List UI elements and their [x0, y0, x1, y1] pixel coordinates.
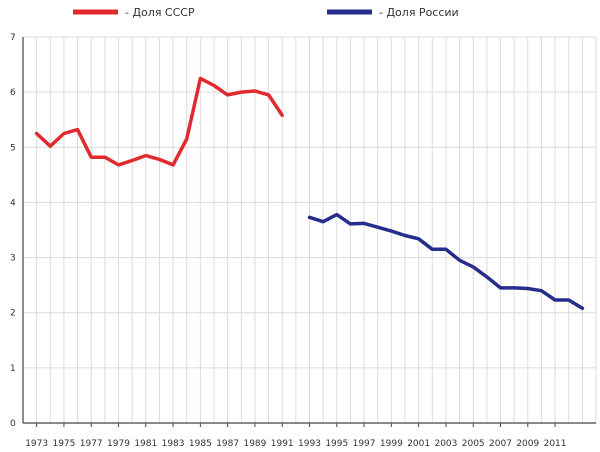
x-tick-label: 1983 [162, 439, 185, 449]
x-tick-label: 1973 [25, 439, 48, 449]
y-tick-label: 6 [10, 88, 16, 98]
x-tick-labels: 1973 1975 1977 1979 1981 1983 1985 1987 1989 1991… [25, 439, 566, 449]
y-tick-label: 2 [10, 309, 16, 319]
series-line-0 [34, 76, 284, 167]
x-tick-label: 2007 [489, 439, 512, 449]
y-tick-label: 1 [10, 364, 16, 374]
y-tick-label: 3 [10, 254, 16, 264]
legend: - Доля СССР - Доля России [73, 6, 459, 19]
series-line-1 [307, 212, 585, 311]
y-tick-label: 7 [10, 33, 16, 43]
x-tick-label: 1987 [216, 439, 239, 449]
x-tick-label: 1989 [243, 439, 266, 449]
y-tick-label: 0 [10, 419, 16, 429]
series-lines [34, 76, 585, 311]
x-tick-label: 1991 [271, 439, 294, 449]
axes [22, 37, 596, 427]
y-tick-label: 5 [10, 143, 16, 153]
x-tick-label: 1979 [107, 439, 130, 449]
x-tick-label: 1999 [380, 439, 403, 449]
y-tick-labels: 0 1 2 3 4 5 6 7 [10, 33, 16, 429]
legend-label: - Доля СССР [125, 6, 195, 19]
x-tick-label: 2011 [544, 439, 567, 449]
x-tick-label: 1997 [353, 439, 376, 449]
grid [22, 36, 597, 423]
x-tick-label: 2005 [462, 439, 485, 449]
y-tick-label: 4 [10, 198, 16, 208]
x-tick-label: 2009 [516, 439, 539, 449]
x-tick-label: 2001 [407, 439, 430, 449]
x-tick-label: 1985 [189, 439, 212, 449]
x-tick-label: 1995 [325, 439, 348, 449]
x-tick-label: 2003 [434, 439, 457, 449]
x-tick-label: 1977 [80, 439, 103, 449]
legend-label: - Доля России [379, 6, 459, 19]
x-tick-label: 1981 [134, 439, 157, 449]
x-tick-label: 1975 [52, 439, 75, 449]
x-tick-label: 1993 [298, 439, 321, 449]
